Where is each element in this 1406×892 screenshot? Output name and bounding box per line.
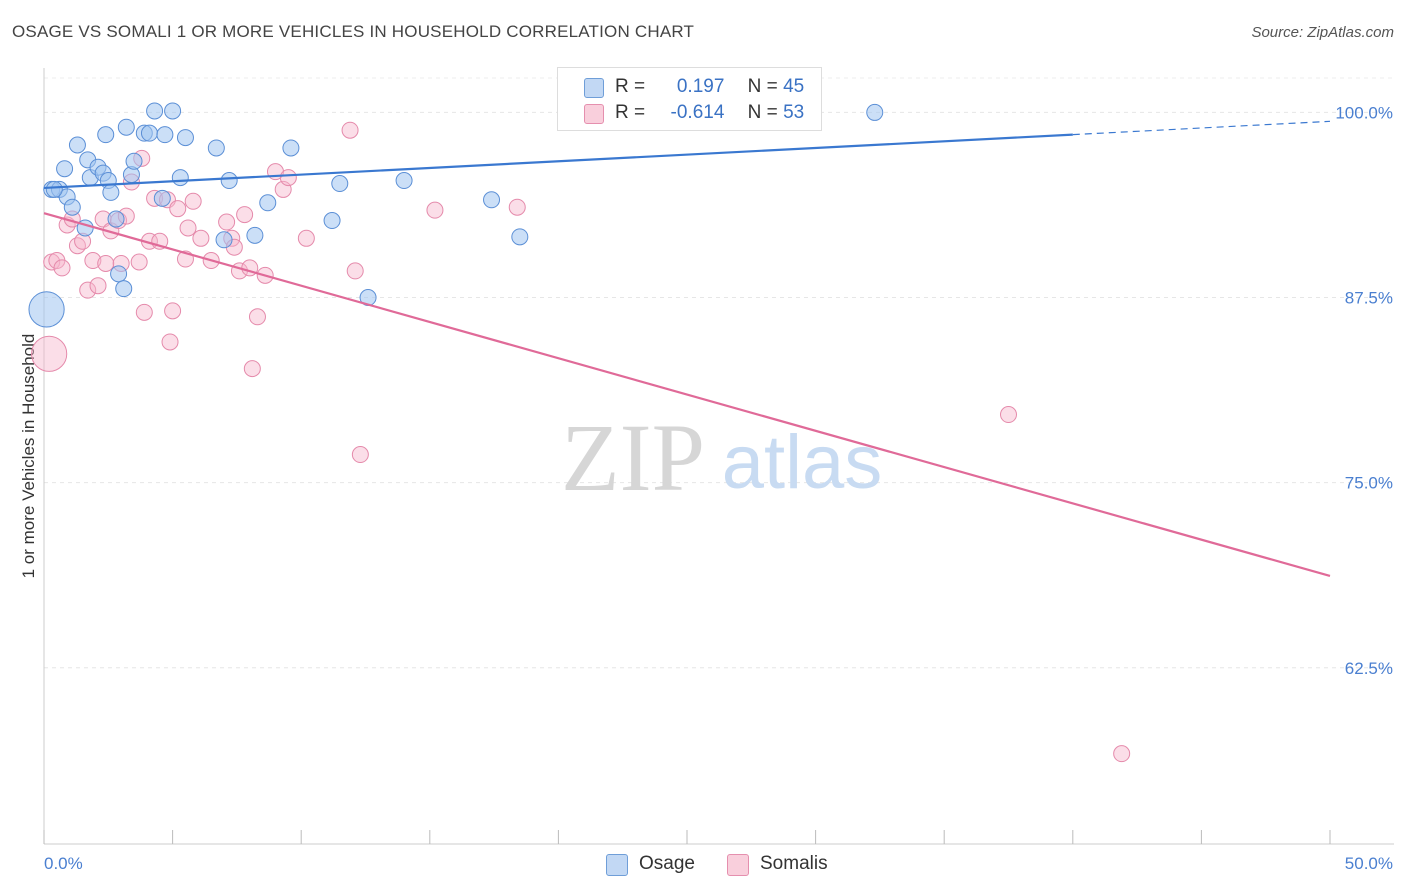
osage-point — [115, 280, 133, 298]
osage-point — [395, 172, 413, 190]
somalis-point — [53, 259, 71, 277]
somalis-point — [297, 229, 315, 247]
somalis-point — [346, 262, 364, 280]
osage-point — [331, 175, 349, 193]
osage-point — [102, 183, 120, 201]
osage-point — [171, 169, 189, 187]
osage-points — [28, 102, 884, 328]
somalis-r-value: -0.614 — [670, 102, 725, 123]
somalis-point — [97, 254, 115, 272]
osage-point — [259, 194, 277, 212]
somalis-point — [179, 219, 197, 237]
osage-point — [866, 103, 884, 121]
x-tick-labels: 0.0% 50.0% — [44, 854, 1393, 873]
trend-lines — [43, 120, 1331, 578]
osage-point — [176, 129, 194, 147]
somalis-point — [89, 277, 107, 295]
axes — [43, 68, 1394, 845]
osage-point — [246, 226, 264, 244]
somalis-points — [31, 121, 1131, 763]
osage-point — [207, 139, 225, 157]
correlation-legend: R = 0.197 N = 45 R = -0.614 N = 53 — [557, 67, 822, 131]
osage-point — [125, 152, 143, 170]
osage-point — [140, 124, 158, 142]
somalis-n-value: 53 — [783, 102, 805, 123]
somalis-point — [351, 446, 369, 464]
somalis-point — [130, 253, 148, 271]
somalis-point — [279, 169, 297, 187]
watermark-atlas: atlas — [722, 420, 883, 505]
somalis-point — [161, 333, 179, 351]
somalis-point — [236, 206, 254, 224]
somalis-point — [243, 360, 261, 378]
somalis-point — [31, 335, 68, 372]
osage-legend-label: Osage — [639, 853, 695, 874]
legend-n-label: N = — [747, 76, 778, 97]
somalis-legend-label: Somalis — [760, 853, 828, 874]
osage-legend-swatch — [606, 854, 628, 876]
source-credit: Source: ZipAtlas.com — [1251, 24, 1394, 41]
osage-point — [110, 265, 128, 283]
osage-point — [56, 160, 74, 178]
osage-point — [511, 228, 529, 246]
somalis-point — [1113, 745, 1131, 763]
somalis-point — [79, 281, 97, 299]
y-tick-label: 62.5% — [1345, 659, 1393, 678]
somalis-swatch — [584, 104, 604, 124]
somalis-point — [341, 121, 359, 139]
x-tick-label: 0.0% — [44, 854, 83, 873]
osage-point — [117, 118, 135, 136]
somalis-legend-swatch — [727, 854, 749, 876]
osage-point — [282, 139, 300, 157]
osage-point — [28, 291, 65, 328]
x-tick-label: 50.0% — [1345, 854, 1393, 873]
osage-n-value: 45 — [783, 76, 805, 97]
osage-point — [107, 210, 125, 228]
osage-trend-line — [43, 133, 1073, 190]
osage-point — [323, 212, 341, 230]
somalis-point — [192, 229, 210, 247]
somalis-point — [68, 237, 86, 255]
legend-n-label: N = — [747, 102, 778, 123]
y-tick-label: 75.0% — [1345, 474, 1393, 493]
chart-title: OSAGE VS SOMALI 1 OR MORE VEHICLES IN HO… — [12, 22, 695, 41]
somalis-point — [248, 308, 266, 326]
somalis-point — [135, 303, 153, 321]
y-tick-label: 100.0% — [1335, 103, 1393, 122]
osage-swatch — [584, 78, 604, 98]
somalis-trend-line — [43, 212, 1331, 578]
somalis-point — [84, 252, 102, 270]
somalis-point — [426, 201, 444, 219]
legend-r-label: R = — [615, 76, 646, 97]
somalis-point — [164, 302, 182, 320]
somalis-point — [508, 198, 526, 216]
osage-point — [220, 172, 238, 190]
somalis-point — [184, 192, 202, 210]
osage-trend-extension — [1072, 120, 1331, 136]
watermark: ZIP atlas — [561, 404, 882, 511]
y-tick-labels: 100.0% 87.5% 75.0% 62.5% — [1335, 103, 1393, 677]
osage-point — [146, 102, 164, 120]
osage-r-value: 0.197 — [676, 76, 725, 97]
somalis-point — [1000, 406, 1017, 424]
legend-r-label: R = — [615, 102, 646, 123]
watermark-zip: ZIP — [561, 404, 705, 511]
osage-point — [45, 180, 63, 198]
osage-point — [164, 102, 182, 120]
osage-point — [68, 136, 86, 154]
osage-point — [483, 191, 501, 209]
osage-point — [156, 126, 174, 144]
osage-point — [97, 126, 115, 144]
somalis-point — [218, 213, 236, 231]
osage-point — [153, 189, 171, 207]
somalis-point — [169, 200, 187, 218]
y-tick-label: 87.5% — [1345, 289, 1393, 308]
osage-point — [63, 198, 81, 216]
osage-point — [215, 231, 233, 249]
